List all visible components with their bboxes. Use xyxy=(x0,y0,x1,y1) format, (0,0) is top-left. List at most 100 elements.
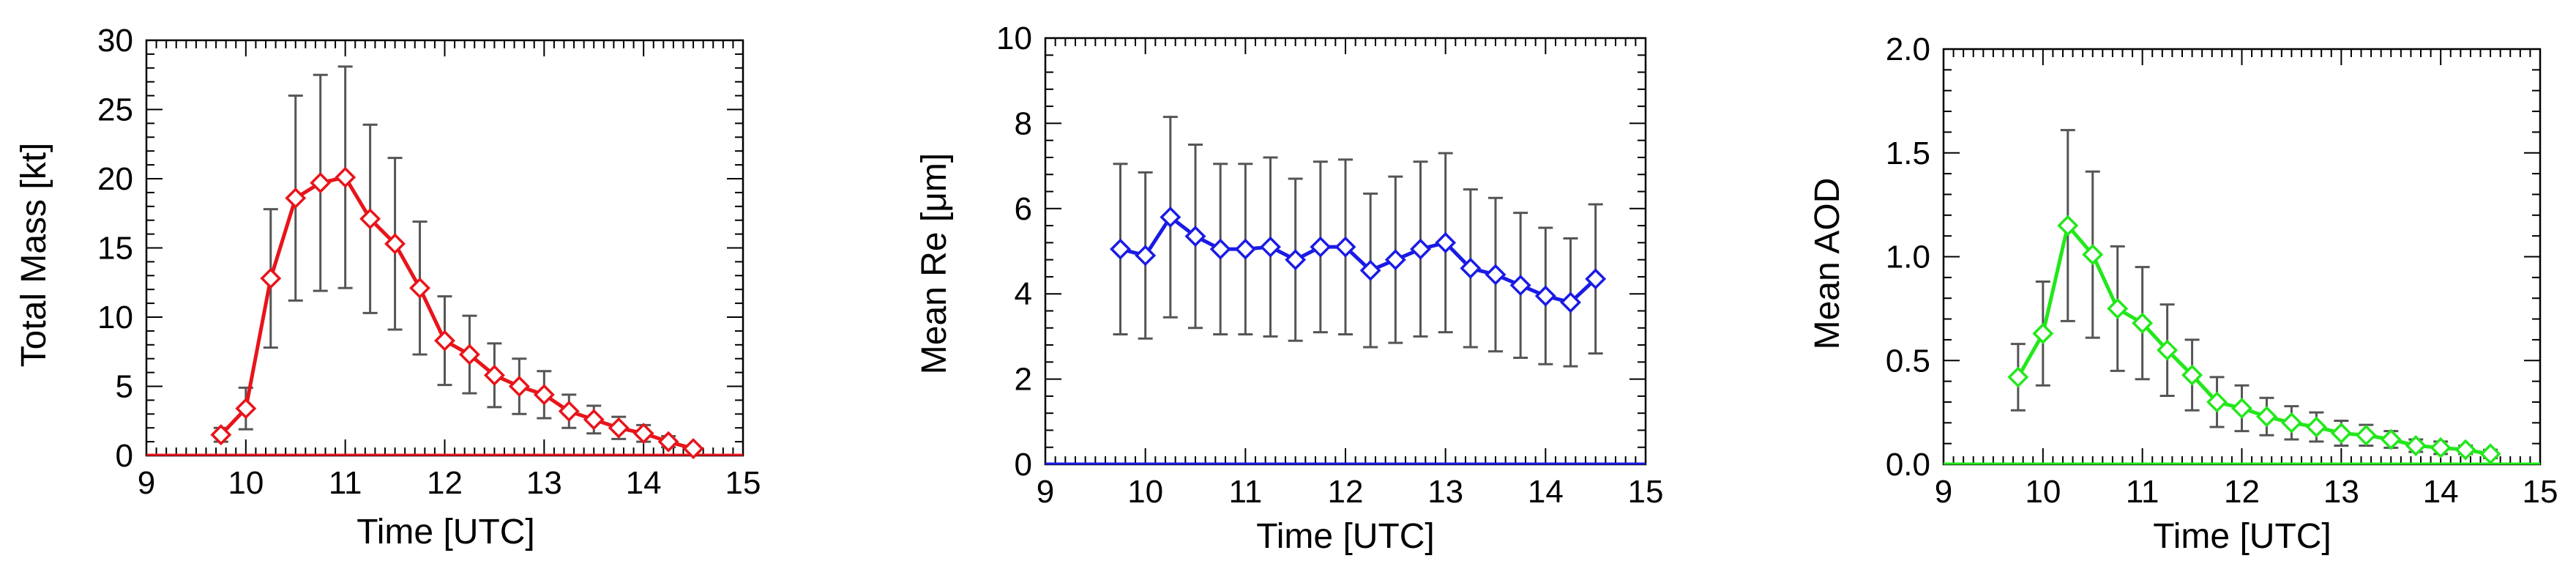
data-point xyxy=(682,438,704,460)
data-point xyxy=(1435,231,1457,253)
x-axis-title: Time [UTC] xyxy=(2153,517,2332,556)
y-tick-label: 2 xyxy=(1015,362,1032,398)
y-tick-label: 10 xyxy=(996,21,1032,56)
data-point xyxy=(1260,236,1281,258)
y-tick-label: 2.0 xyxy=(1886,31,1930,67)
x-tick-label: 9 xyxy=(1037,474,1054,510)
x-tick-label: 9 xyxy=(138,465,155,501)
data-point xyxy=(583,409,605,431)
data-point xyxy=(1509,275,1531,297)
x-tick-label: 10 xyxy=(1127,474,1163,510)
y-axis-title: Total Mass [kt] xyxy=(15,143,53,368)
y-tick-label: 10 xyxy=(97,300,133,335)
data-point xyxy=(632,423,654,445)
data-point xyxy=(260,267,282,289)
data-point xyxy=(2007,366,2029,388)
data-point xyxy=(2082,244,2104,266)
y-tick-label: 0.5 xyxy=(1886,343,1930,379)
data-point xyxy=(1135,245,1157,267)
data-point xyxy=(2206,391,2228,413)
y-tick-label: 5 xyxy=(116,369,133,405)
data-point xyxy=(608,417,630,439)
data-point xyxy=(2231,397,2252,419)
data-point xyxy=(2255,406,2277,428)
x-axis-title: Time [UTC] xyxy=(1256,517,1435,556)
data-point xyxy=(2107,297,2129,319)
x-tick-label: 10 xyxy=(2025,474,2061,510)
data-point xyxy=(2380,428,2402,450)
data-point xyxy=(210,424,232,446)
x-tick-label: 11 xyxy=(2126,474,2159,510)
data-point xyxy=(458,343,480,365)
data-point xyxy=(2305,416,2327,438)
data-point xyxy=(1310,236,1332,258)
y-tick-label: 8 xyxy=(1015,105,1032,141)
data-point xyxy=(2430,437,2452,458)
x-tick-label: 14 xyxy=(626,465,662,501)
series-line xyxy=(220,175,694,450)
x-tick-label: 12 xyxy=(1328,474,1364,510)
y-tick-label: 15 xyxy=(97,231,133,267)
y-axis-title: Mean AOD xyxy=(1808,178,1847,350)
data-point xyxy=(1285,249,1307,271)
data-point xyxy=(1534,285,1556,307)
data-point xyxy=(1110,238,1131,260)
y-tick-label: 0 xyxy=(1015,447,1032,483)
data-point xyxy=(1560,291,1581,313)
data-point xyxy=(1234,238,1256,260)
data-point xyxy=(558,401,580,422)
y-tick-label: 1.5 xyxy=(1886,135,1930,171)
data-point xyxy=(2057,215,2079,237)
data-point xyxy=(409,277,431,299)
x-tick-label: 10 xyxy=(228,465,264,501)
x-tick-label: 13 xyxy=(2323,474,2359,510)
x-tick-label: 14 xyxy=(2423,474,2459,510)
data-point xyxy=(2132,312,2154,334)
y-tick-label: 0.0 xyxy=(1886,447,1930,483)
x-tick-label: 11 xyxy=(329,465,362,501)
data-point xyxy=(434,330,455,352)
data-point xyxy=(1460,257,1482,279)
x-tick-label: 15 xyxy=(2523,474,2558,510)
data-point xyxy=(1334,236,1356,258)
x-tick-label: 15 xyxy=(725,465,761,501)
data-point xyxy=(657,431,679,453)
data-point xyxy=(1209,238,1231,260)
data-point xyxy=(2032,322,2054,344)
data-point xyxy=(1160,206,1181,228)
x-tick-label: 11 xyxy=(1228,474,1262,510)
data-point xyxy=(2479,443,2501,465)
data-point xyxy=(1359,259,1381,281)
y-tick-label: 20 xyxy=(97,161,133,197)
data-point xyxy=(285,187,307,209)
data-point xyxy=(2330,423,2352,444)
y-tick-label: 0 xyxy=(116,438,133,474)
y-tick-label: 25 xyxy=(97,92,133,128)
data-point xyxy=(533,384,555,406)
mean-aod-panel: Mean AOD Time [UTC] 9 10 11 12 13 14 15 0.0 0.5 1… xyxy=(1808,31,2558,556)
plot-frame xyxy=(145,39,744,457)
x-tick-label: 9 xyxy=(1935,474,1952,510)
data-point xyxy=(1410,238,1431,260)
y-tick-label: 4 xyxy=(1015,276,1032,312)
data-point xyxy=(2157,339,2179,361)
y-axis-title: Mean Re [μm] xyxy=(915,153,954,374)
y-tick-label: 6 xyxy=(1015,191,1032,227)
data-point xyxy=(2454,439,2476,461)
data-point xyxy=(1384,249,1406,271)
data-point xyxy=(310,172,332,194)
data-point xyxy=(1485,264,1507,286)
data-point xyxy=(508,376,530,397)
data-point xyxy=(335,166,356,188)
x-tick-label: 15 xyxy=(1628,474,1664,510)
x-tick-label: 13 xyxy=(1427,474,1463,510)
data-point xyxy=(235,398,257,420)
mean-re-panel: Mean Re [μm] Time [UTC] 9 10 11 12 13 14 15 0 2 4… xyxy=(915,21,1663,556)
y-tick-label: 1.0 xyxy=(1886,239,1930,275)
total-mass-panel: Total Mass [kt] Time [UTC] 9 10 11 12 13 14 15… xyxy=(15,23,761,551)
data-point xyxy=(2355,424,2377,446)
data-point xyxy=(2181,364,2203,386)
data-point xyxy=(483,364,505,386)
x-tick-label: 14 xyxy=(1528,474,1564,510)
